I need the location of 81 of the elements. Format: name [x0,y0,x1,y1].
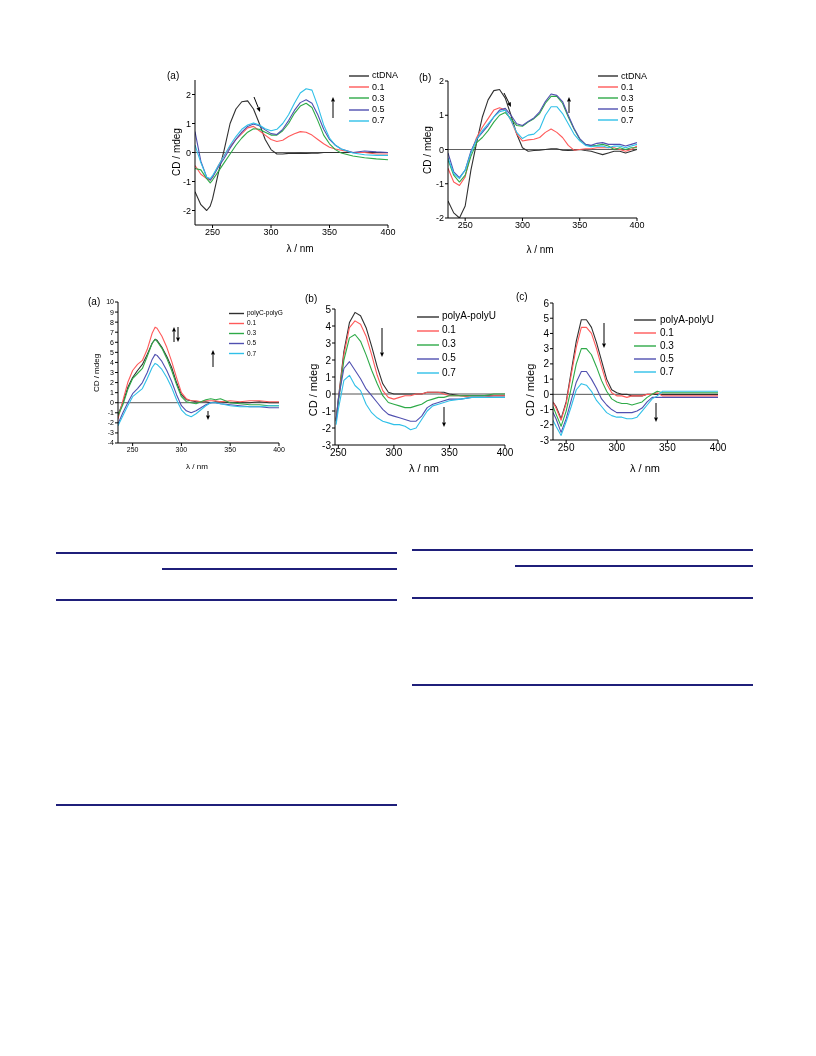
y-tick-label: 4 [543,327,550,339]
x-tick-label: 300 [263,227,279,238]
legend-label: 0.1 [372,81,385,92]
y-tick-label: 3 [543,343,550,355]
x-tick-label: 350 [441,447,459,459]
chart-title: (a) [167,70,180,82]
y-tick-label: 2 [438,76,444,87]
y-tick-label: 2 [185,89,191,100]
y-tick-label: 1 [185,118,191,129]
y-tick-label: 1 [325,371,332,383]
x-axis-title: λ / nm [286,243,314,255]
legend-label: 0.7 [442,366,456,378]
x-tick-label: 350 [659,442,677,454]
legend-label: 0.5 [372,103,385,114]
y-axis-title: CD / mdeg [306,363,320,417]
legend-label: ctDNA [621,70,648,81]
y-tick-label: -2 [182,205,191,216]
x-tick-label: 400 [709,442,727,454]
y-axis-title: CD / mdeg [523,363,537,417]
y-tick-label: -2 [435,213,444,224]
chart-title: (a) [88,296,101,308]
x-tick-label: 400 [380,227,396,238]
y-tick-label: 1 [438,110,444,121]
legend-label: 0.1 [442,324,456,336]
legend-label: 0.1 [621,81,634,92]
y-tick-label: -1 [540,404,550,416]
y-tick-label: 6 [543,297,550,309]
legend-label: polyA-polyU [660,313,714,325]
y-tick-label: 5 [325,303,332,315]
legend-label: polyA-polyU [442,310,496,322]
legend-label: 0.1 [660,326,674,338]
chart-title: (b) [305,293,318,305]
y-axis-title: CD / mdeg [422,126,434,174]
legend-label: ctDNA [372,70,399,81]
y-tick-label: 3 [325,337,332,349]
y-tick-label: -1 [182,176,191,187]
x-axis-title: λ / nm [630,461,660,475]
y-tick-label: 2 [325,354,332,366]
x-axis-title: λ / nm [186,462,208,472]
chart-title: (c) [516,291,528,303]
y-tick-label: 0 [325,388,332,400]
legend-label: 0.7 [660,365,674,377]
y-axis-title: CD / mdeg [171,128,183,176]
legend-label: 0.3 [621,92,634,103]
x-tick-label: 300 [608,442,626,454]
x-tick-label: 350 [322,227,338,238]
y-tick-label: 4 [325,320,332,332]
x-tick-label: 350 [572,220,588,231]
y-tick-label: 0 [543,388,550,400]
legend-label: 0.7 [372,115,385,126]
x-tick-label: 400 [496,447,514,459]
y-tick-label: -1 [322,405,332,417]
legend-label: 0.3 [660,339,674,351]
y-tick-label: 0 [438,144,444,155]
x-tick-label: 300 [514,220,530,231]
legend-label: 0.3 [372,92,385,103]
x-axis-title: λ / nm [526,244,554,256]
chart-title: (b) [419,72,432,84]
y-tick-label: -2 [540,419,550,431]
legend-label: 0.3 [442,338,456,350]
y-axis-title: CD / mdeg [92,353,102,393]
line-series [335,374,505,431]
legend-label: 0.5 [621,103,634,114]
x-axis-title: λ / nm [409,461,439,475]
y-tick-label: 0 [185,147,191,158]
legend-label: 0.5 [660,352,674,364]
legend-label: 0.7 [621,114,634,125]
y-tick-label: -2 [322,422,332,434]
y-tick-label: 5 [543,312,550,324]
y-tick-label: 2 [543,358,550,370]
x-tick-label: 250 [205,227,221,238]
y-tick-label: -3 [540,434,550,446]
y-tick-label: -1 [435,178,444,189]
line-series [553,383,718,436]
x-tick-label: 300 [385,447,403,459]
y-tick-label: 1 [543,373,550,385]
x-tick-label: 250 [557,442,575,454]
x-tick-label: 250 [457,220,473,231]
legend-label: 0.5 [442,352,456,364]
line-series [553,348,718,427]
x-tick-label: 400 [629,220,645,231]
